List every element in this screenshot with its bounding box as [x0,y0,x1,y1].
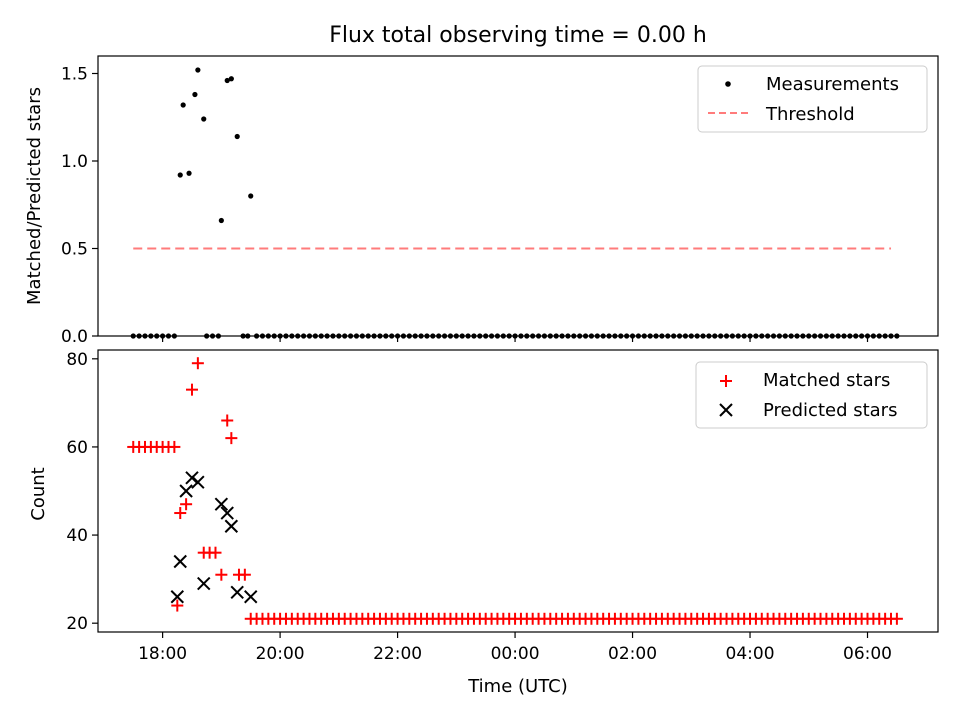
measurement-point [177,172,183,178]
legend-predicted-label: Predicted stars [763,400,897,421]
matched-star-point [171,599,184,612]
matched-star-point [890,612,903,625]
measurement-point [248,193,254,199]
measurement-point [186,170,192,176]
bottom-ylabel: Count [28,467,49,520]
predicted-star-point [230,585,244,600]
bottom-panel: Count Time (UTC) 20 40 60 80 18:00 20:00 22:00… [28,349,939,697]
top-ytick-label: 0.5 [61,240,88,260]
predicted-star-point [170,590,185,604]
measurement-point [192,91,198,98]
measurement-point [201,116,207,122]
matched-star-point [225,432,238,445]
predicted-star-point [197,576,211,591]
top-title: Flux total observing time = 0.00 h [329,23,707,48]
bottom-marks [127,357,903,625]
bottom-legend: Matched stars Predicted stars [695,361,928,429]
bottom-xtick-label: 06:00 [843,644,892,664]
measurement-point [228,76,234,82]
matched-star-point [191,357,204,370]
matched-star-point [174,507,187,520]
bottom-xlabel: Time (UTC) [467,676,568,697]
bottom-ytick-label: 60 [66,438,88,458]
bottom-ytick-label: 40 [66,526,88,546]
matched-star-point [180,498,193,511]
legend-measurements-marker [725,81,731,87]
bottom-ytick-label: 20 [66,614,88,634]
matched-star-point [238,568,251,581]
predicted-star-point [214,497,229,511]
bottom-axes-frame [97,349,939,633]
top-axes-frame [97,55,939,337]
legend-threshold-label: Threshold [765,104,855,125]
legend-matched-marker [720,375,732,387]
top-ytick-label: 0.0 [61,327,88,347]
measurement-point [234,133,240,140]
legend-measurements-label: Measurements [766,74,899,95]
top-ytick-label: 1.5 [61,65,88,85]
matched-star-point [221,414,234,427]
top-legend: Measurements Threshold [697,65,928,133]
bottom-xtick-label: 22:00 [373,644,422,664]
predicted-star-point [179,484,193,498]
predicted-star-point [173,554,187,569]
bottom-xtick-label: 20:00 [256,644,305,664]
bottom-xtick-label: 00:00 [491,644,540,664]
measurement-point [224,77,230,84]
measurement-point [195,67,201,73]
top-axes-decor: 0.0 0.5 1.0 1.5 [61,65,869,347]
bottom-xtick-label: 04:00 [726,644,775,664]
matched-star-point [215,568,228,581]
matched-star-point [209,546,222,559]
bottom-legend-box [695,361,928,429]
bottom-xtick-label: 18:00 [138,644,187,664]
top-panel: Flux total observing time = 0.00 h Match… [24,23,939,347]
legend-predicted-marker [719,403,733,417]
legend-matched-label: Matched stars [763,370,890,391]
matched-star-point [168,440,181,453]
predicted-star-point [191,475,205,489]
top-ytick-label: 1.0 [61,152,88,172]
predicted-star-point [220,506,234,520]
measurement-point [180,102,186,108]
matched-star-point [185,383,198,396]
bottom-axes-decor: 20 40 60 80 18:00 20:00 22:00 00:00 02:00 04:00 06… [66,350,892,664]
bottom-ytick-label: 80 [66,350,88,370]
predicted-star-point [224,519,239,533]
bottom-xtick-label: 02:00 [608,644,657,664]
top-legend-box [697,65,928,133]
top-ylabel: Matched/Predicted stars [24,87,45,305]
predicted-star-point [244,590,258,604]
predicted-star-point [185,471,199,485]
measurement-point [218,217,224,224]
